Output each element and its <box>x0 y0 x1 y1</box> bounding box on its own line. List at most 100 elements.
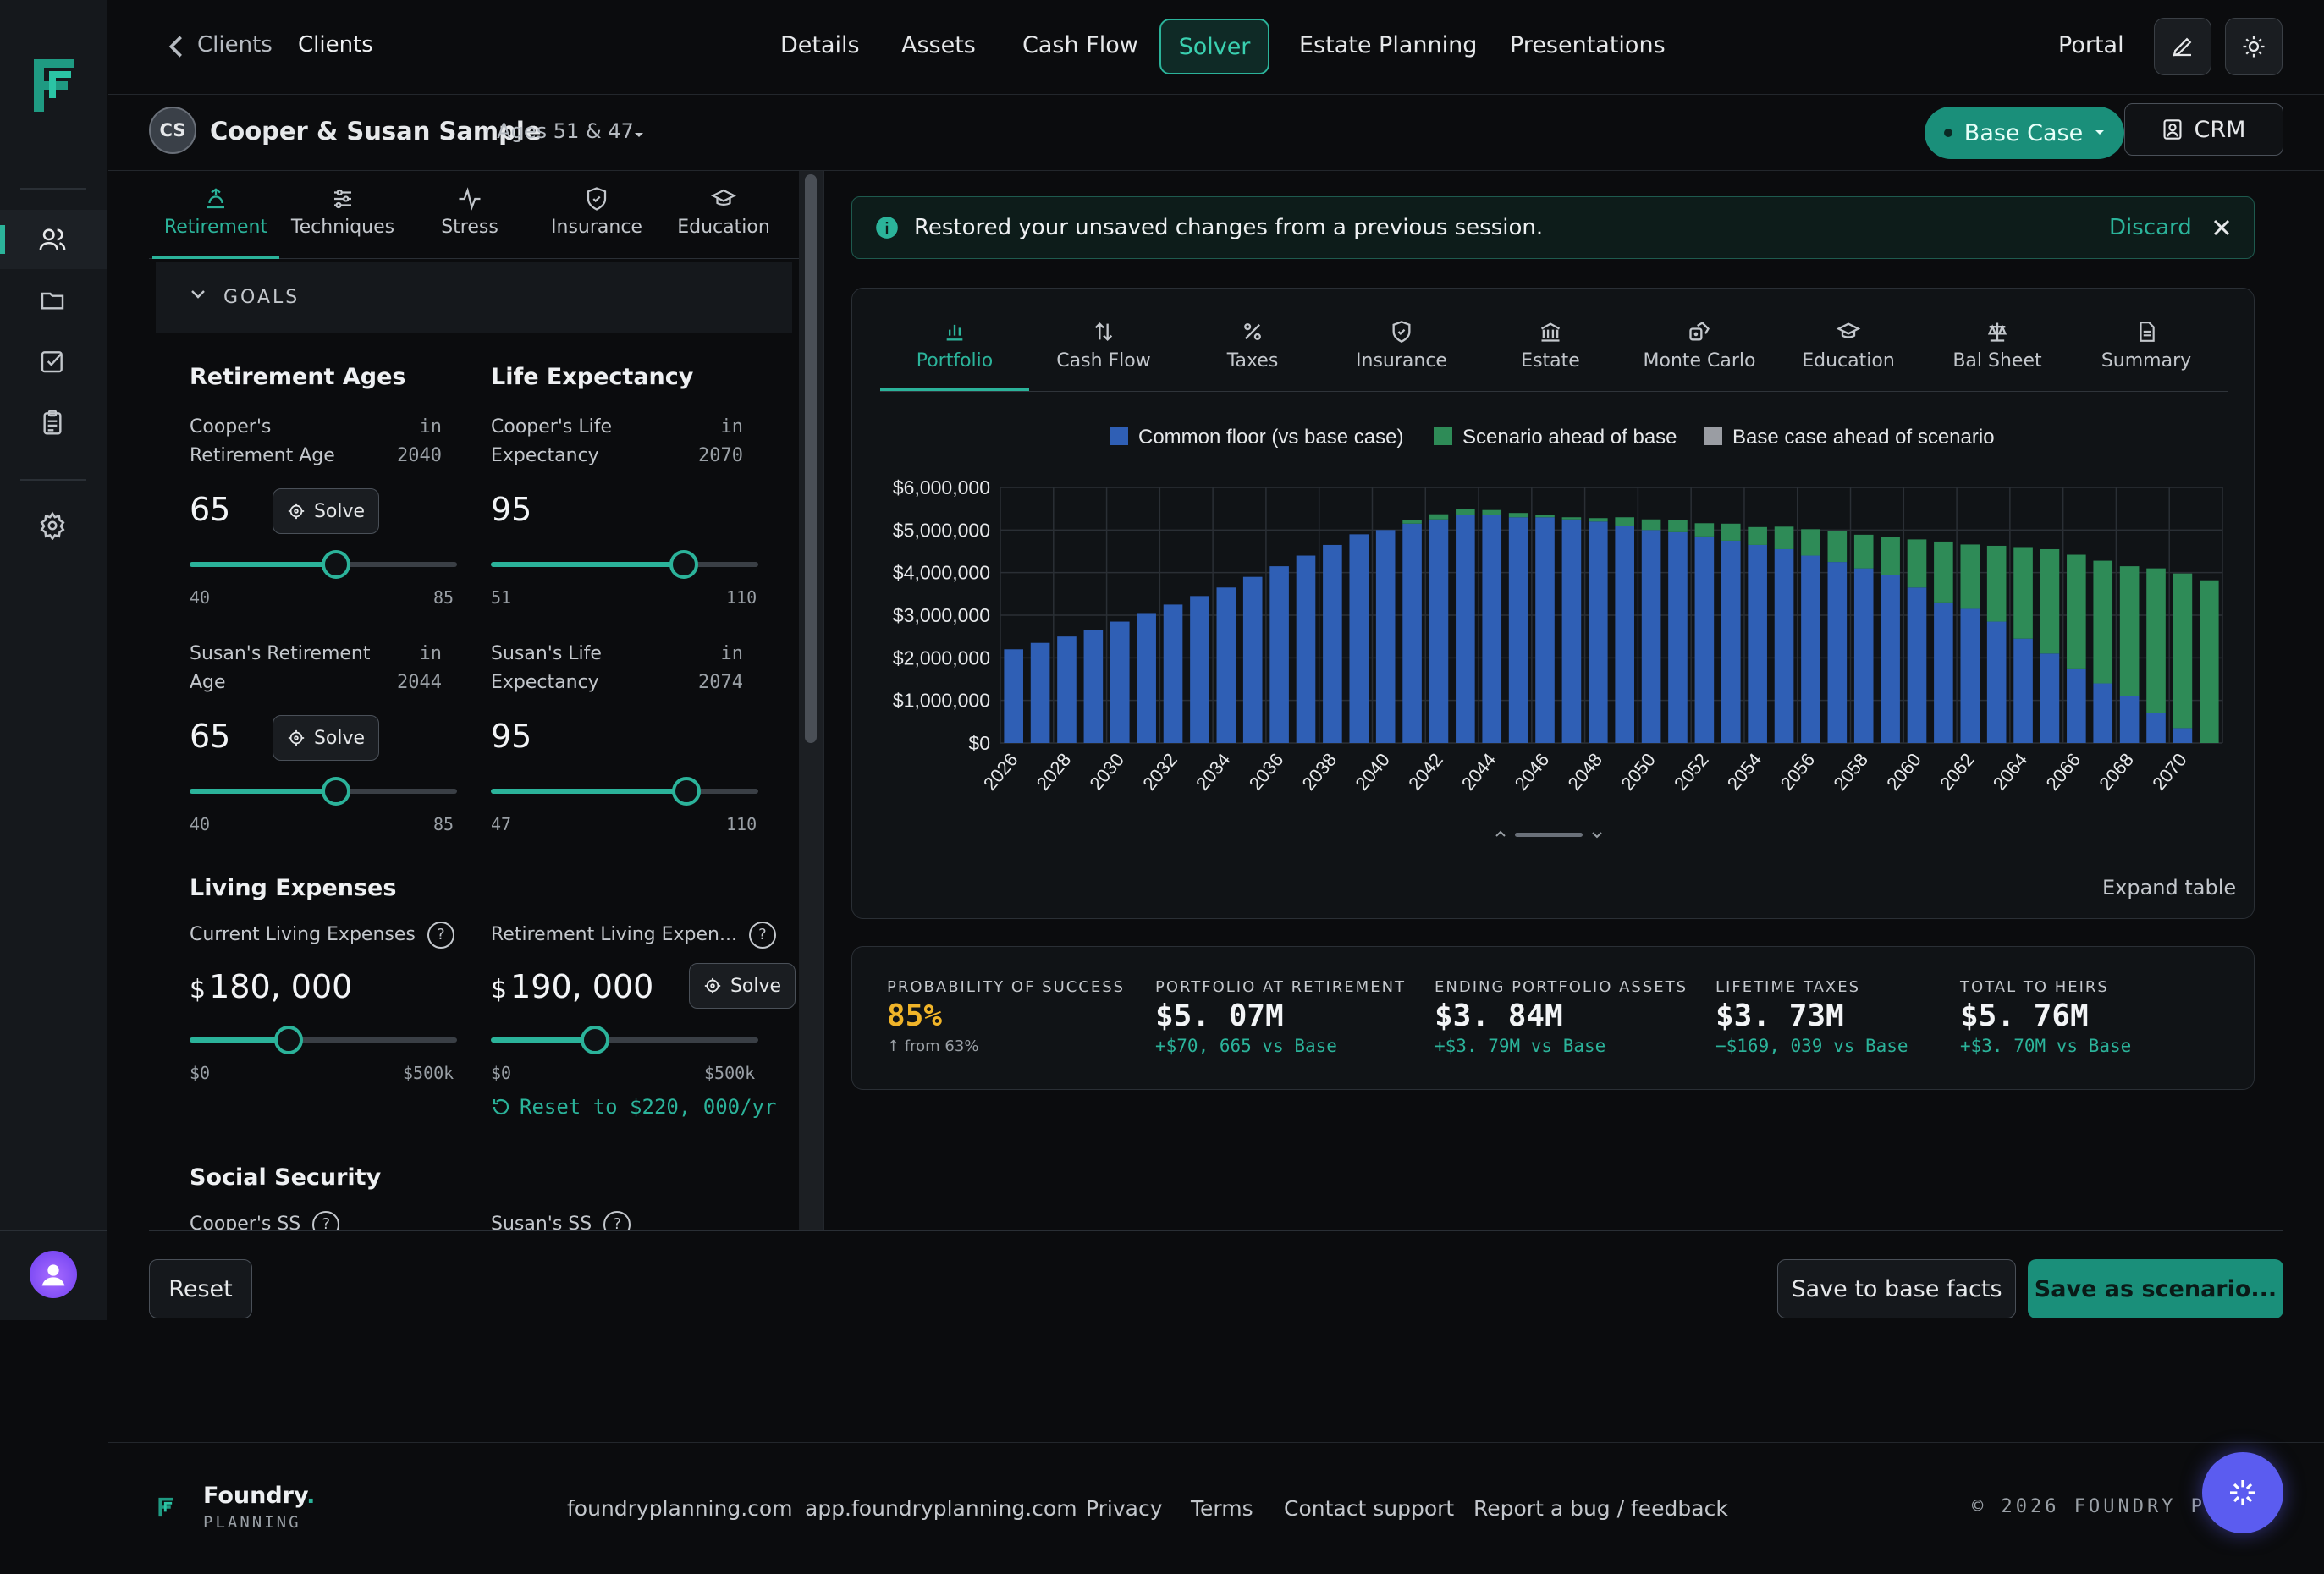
retirement-living-expenses-value[interactable]: $ 190, 000 <box>491 968 653 1005</box>
probability-of-success-value: 85% <box>887 999 943 1033</box>
tab-assets[interactable]: Assets <box>901 32 976 58</box>
current-living-expenses-value[interactable]: $ 180, 000 <box>190 968 352 1005</box>
bar-scenario-ahead <box>1589 518 1608 522</box>
cooper-life-expectancy-value[interactable]: 95 <box>491 491 532 528</box>
tab-presentations[interactable]: Presentations <box>1510 32 1666 58</box>
slider-fill <box>491 789 686 794</box>
reset-button[interactable]: Reset <box>149 1259 252 1318</box>
crm-button[interactable]: CRM <box>2124 103 2283 156</box>
bar-floor <box>1694 536 1715 743</box>
solve-button[interactable]: Solve <box>689 963 796 1009</box>
chart-tab-education[interactable]: Education <box>1774 313 1923 371</box>
help-icon[interactable]: ? <box>427 922 454 949</box>
cooper-retirement-age-value[interactable]: 65 <box>190 491 231 528</box>
stat-delta: ↑ from 63% <box>887 1037 979 1055</box>
tab-details[interactable]: Details <box>780 32 860 58</box>
in-label: in <box>419 643 443 664</box>
currency-symbol: $ <box>491 975 508 1004</box>
footer-link-privacy[interactable]: Privacy <box>1086 1496 1163 1521</box>
chart-tab-taxes[interactable]: Taxes <box>1178 313 1327 371</box>
slider-handle[interactable] <box>322 777 350 806</box>
close-icon[interactable] <box>2212 218 2231 240</box>
slider-track[interactable] <box>491 1037 758 1043</box>
chevron-down-icon[interactable] <box>190 288 207 304</box>
scenario-label: Base Case <box>1963 119 2084 146</box>
target-icon <box>288 503 305 520</box>
bar-scenario-ahead <box>1482 509 1502 515</box>
bar-floor <box>1774 548 1794 743</box>
tab-solver[interactable]: Solver <box>1159 19 1269 74</box>
edit-button[interactable] <box>2154 18 2211 75</box>
bar-floor <box>1190 596 1209 743</box>
slider-handle[interactable] <box>669 550 698 579</box>
user-avatar[interactable] <box>30 1251 77 1298</box>
help-icon[interactable]: ? <box>312 1211 340 1230</box>
save-to-base-facts-button[interactable]: Save to base facts <box>1777 1259 2016 1318</box>
settings-gear-icon[interactable] <box>34 507 71 544</box>
caret-down-icon[interactable] <box>633 127 645 143</box>
footer-link-app[interactable]: app.foundryplanning.com <box>805 1496 1077 1521</box>
rail-active-highlight <box>0 210 107 269</box>
foundry-logo-small[interactable] <box>157 1496 174 1522</box>
slider-handle[interactable] <box>322 550 350 579</box>
scenario-selector[interactable]: Base Case <box>1925 107 2124 159</box>
footer-link-website[interactable]: foundryplanning.com <box>567 1496 793 1521</box>
chart-tab-estate[interactable]: Estate <box>1476 313 1625 371</box>
client-name[interactable]: Cooper & Susan Sample <box>210 117 542 146</box>
tab-techniques[interactable]: Techniques <box>279 181 406 238</box>
chart-tab-monte-carlo[interactable]: Monte Carlo <box>1625 313 1774 371</box>
breadcrumb-back[interactable]: Clients <box>197 32 273 58</box>
discard-button[interactable]: Discard <box>2109 215 2192 240</box>
tab-label: Taxes <box>1226 350 1279 371</box>
tab-insurance[interactable]: Insurance <box>533 181 660 238</box>
clients-icon[interactable] <box>34 221 71 258</box>
foundry-logo[interactable] <box>30 56 78 115</box>
theme-toggle-button[interactable] <box>2225 18 2283 75</box>
expand-table-link[interactable]: Expand table <box>2102 876 2237 900</box>
bar-floor <box>1881 575 1900 743</box>
slider-handle[interactable] <box>672 777 701 806</box>
footer-link-terms[interactable]: Terms <box>1191 1496 1253 1521</box>
tab-education[interactable]: Education <box>660 181 787 238</box>
folder-icon[interactable] <box>34 282 71 319</box>
chart-tab-insurance[interactable]: Insurance <box>1327 313 1476 371</box>
stats-card <box>851 946 2255 1090</box>
scroll-up-icon <box>1495 830 1506 837</box>
slider-handle[interactable] <box>581 1026 609 1054</box>
solve-button[interactable]: Solve <box>273 715 379 761</box>
portal-link[interactable]: Portal <box>2058 32 2124 58</box>
slider-track[interactable] <box>190 1037 457 1043</box>
chart-tab-cash-flow[interactable]: Cash Flow <box>1029 313 1178 371</box>
target-year: in 2040 <box>372 413 442 471</box>
footer-link-report-bug[interactable]: Report a bug / feedback <box>1473 1496 1728 1521</box>
goals-label: GOALS <box>223 287 300 308</box>
chart-tab-portfolio[interactable]: Portfolio <box>880 313 1029 371</box>
tasks-icon[interactable] <box>34 343 71 380</box>
tab-label: Summary <box>2101 350 2192 371</box>
x-tick-label: 2040 <box>1351 749 1394 795</box>
reset-expense-link[interactable]: Reset to $220, 000/yr <box>491 1095 776 1119</box>
contact-card-icon <box>2163 119 2182 140</box>
bar-scenario-ahead <box>1508 513 1528 518</box>
susan-life-expectancy-value[interactable]: 95 <box>491 718 532 755</box>
tab-estate-planning[interactable]: Estate Planning <box>1299 32 1478 58</box>
footer-link-contact-support[interactable]: Contact support <box>1284 1496 1455 1521</box>
clipboard-icon[interactable] <box>34 404 71 441</box>
assistant-fab[interactable] <box>2202 1452 2283 1533</box>
tab-stress[interactable]: Stress <box>406 181 533 238</box>
goals-section-header[interactable] <box>156 262 792 333</box>
tab-cash-flow[interactable]: Cash Flow <box>1022 32 1138 58</box>
bar-floor <box>1615 526 1634 743</box>
chart-tab-summary[interactable]: Summary <box>2072 313 2221 371</box>
chart-tab-bal-sheet[interactable]: Bal Sheet <box>1923 313 2072 371</box>
help-icon[interactable]: ? <box>748 922 776 949</box>
slider-handle[interactable] <box>274 1026 303 1054</box>
susan-retirement-age-value[interactable]: 65 <box>190 718 231 755</box>
help-icon[interactable]: ? <box>603 1211 631 1230</box>
scrollbar-thumb[interactable] <box>805 174 817 743</box>
bar-scenario-ahead <box>1827 531 1848 563</box>
solve-button[interactable]: Solve <box>273 488 379 534</box>
tab-retirement[interactable]: Retirement <box>152 181 279 238</box>
chevron-left-icon[interactable] <box>168 34 184 63</box>
save-as-scenario-button[interactable]: Save as scenario... <box>2028 1259 2283 1318</box>
